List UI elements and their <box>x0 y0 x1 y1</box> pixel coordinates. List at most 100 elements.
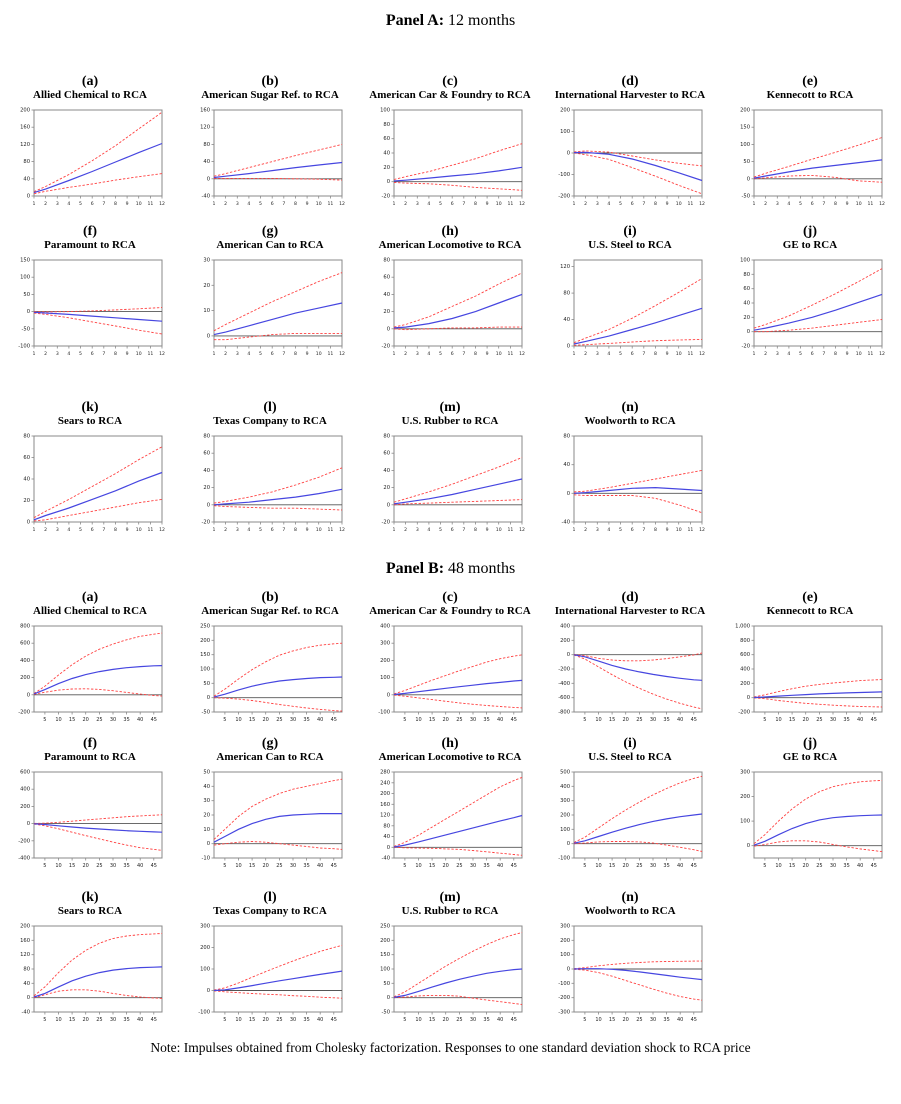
svg-text:10: 10 <box>316 201 322 207</box>
impulse-response-plot: -50 0 50 100 150 200 250 5 10 15 20 25 30 35 40 45 <box>380 924 523 1023</box>
svg-text:4: 4 <box>427 351 430 357</box>
chart-plot-wrap: 0 10 20 30 1 2 3 4 5 6 7 8 9 10 11 12 <box>192 255 348 358</box>
panel-a-sublabel: 12 months <box>444 12 516 29</box>
chart-plot-wrap: 0 20 40 60 80 1 2 3 4 5 6 7 8 9 10 11 12 <box>12 431 168 534</box>
svg-text:7: 7 <box>642 351 645 357</box>
svg-text:5: 5 <box>403 1017 406 1023</box>
svg-text:25: 25 <box>96 717 102 723</box>
impulse-response-plot: -200 0 200 400 600 800 1,000 5 10 15 20 25 30 35 40 45 <box>735 624 883 723</box>
svg-text:45: 45 <box>331 1017 337 1023</box>
svg-text:12: 12 <box>699 351 705 357</box>
chart-plot-wrap: -10 0 10 20 30 40 50 5 10 15 20 25 30 35 40 45 <box>192 767 348 870</box>
svg-text:400: 400 <box>20 787 30 793</box>
svg-text:1: 1 <box>33 527 36 533</box>
svg-text:30: 30 <box>110 1017 116 1023</box>
svg-text:60: 60 <box>23 455 30 461</box>
svg-text:-50: -50 <box>22 326 30 332</box>
svg-text:100: 100 <box>560 952 570 958</box>
chart-title: Sears to RCA <box>57 415 123 427</box>
chart-cell-b-e: (e) Kennecott to RCA -200 0 200 400 600 800 1,00… <box>720 590 900 724</box>
svg-text:10: 10 <box>235 863 241 869</box>
svg-text:160: 160 <box>20 125 30 131</box>
chart-plot-wrap: -200 -100 0 100 200 1 2 3 4 5 6 7 8 9 10 11 12 <box>552 105 708 208</box>
svg-text:45: 45 <box>151 863 157 869</box>
chart-cell-a-n: (n) Woolworth to RCA -40 0 40 80 1 2 3 4 5 6 7 8 9 10 11… <box>540 400 720 534</box>
svg-text:60: 60 <box>383 275 390 281</box>
chart-letter: (e) <box>802 74 818 89</box>
svg-text:-200: -200 <box>558 995 570 1001</box>
svg-text:30: 30 <box>830 863 836 869</box>
svg-text:15: 15 <box>789 863 795 869</box>
svg-text:2: 2 <box>44 351 47 357</box>
chart-plot-wrap: -20 0 20 40 60 80 100 1 2 3 4 5 6 7 8 9 10 11 12 <box>732 255 888 358</box>
svg-text:0: 0 <box>207 176 210 182</box>
chart-letter: (d) <box>621 590 639 605</box>
svg-text:10: 10 <box>55 863 61 869</box>
svg-text:12: 12 <box>699 201 705 207</box>
svg-text:40: 40 <box>497 717 503 723</box>
svg-text:-200: -200 <box>558 194 570 200</box>
chart-title: Allied Chemical to RCA <box>33 605 147 617</box>
svg-text:200: 200 <box>560 108 570 114</box>
svg-text:1: 1 <box>393 527 396 533</box>
chart-title: Texas Company to RCA <box>213 415 327 427</box>
svg-text:80: 80 <box>203 142 210 148</box>
svg-text:11: 11 <box>147 201 153 207</box>
chart-cell-b-f: (f) Paramount to RCA -400 -200 0 200 400 600 5 10… <box>0 736 180 870</box>
chart-letter: (h) <box>441 736 459 751</box>
chart-letter: (k) <box>81 890 99 905</box>
svg-text:7: 7 <box>822 201 825 207</box>
svg-text:35: 35 <box>843 863 849 869</box>
svg-text:-100: -100 <box>558 856 570 862</box>
svg-text:12: 12 <box>879 201 885 207</box>
svg-text:10: 10 <box>316 527 322 533</box>
svg-text:9: 9 <box>486 527 489 533</box>
svg-text:10: 10 <box>415 1017 421 1023</box>
svg-text:150: 150 <box>200 652 210 658</box>
svg-text:15: 15 <box>69 717 75 723</box>
svg-text:30: 30 <box>203 798 210 804</box>
svg-text:10: 10 <box>415 863 421 869</box>
svg-text:40: 40 <box>383 468 390 474</box>
svg-text:5: 5 <box>583 1017 586 1023</box>
chart-letter: (k) <box>81 400 99 415</box>
svg-text:35: 35 <box>663 863 669 869</box>
svg-text:3: 3 <box>56 201 59 207</box>
svg-text:60: 60 <box>743 286 750 292</box>
svg-text:30: 30 <box>650 717 656 723</box>
svg-text:30: 30 <box>830 717 836 723</box>
chart-cell-a-j: (j) GE to RCA -20 0 20 40 60 80 100 1 2 3 4 5 6 7 8 9 10 11… <box>720 224 900 358</box>
svg-text:80: 80 <box>23 434 30 440</box>
svg-text:40: 40 <box>677 863 683 869</box>
svg-text:7: 7 <box>282 351 285 357</box>
chart-cell-b-a: (a) Allied Chemical to RCA -200 0 200 400 600 8… <box>0 590 180 724</box>
chart-plot-wrap: -100 0 100 200 300 5 10 15 20 25 30 35 40 45 <box>192 921 348 1024</box>
svg-text:8: 8 <box>294 351 297 357</box>
svg-text:8: 8 <box>654 201 657 207</box>
svg-text:35: 35 <box>123 863 129 869</box>
svg-text:9: 9 <box>126 527 129 533</box>
svg-text:9: 9 <box>306 351 309 357</box>
svg-text:6: 6 <box>631 201 634 207</box>
svg-text:12: 12 <box>519 351 525 357</box>
svg-text:40: 40 <box>137 863 143 869</box>
svg-text:11: 11 <box>327 527 333 533</box>
svg-text:1: 1 <box>573 351 576 357</box>
chart-cell-b-m: (m) U.S. Rubber to RCA -50 0 50 100 150 200 250 5… <box>360 890 540 1024</box>
chart-cell-a-a: (a) Allied Chemical to RCA 0 40 80 120 160 200 1… <box>0 74 180 208</box>
svg-text:11: 11 <box>507 351 513 357</box>
svg-text:6: 6 <box>631 351 634 357</box>
chart-letter: (i) <box>623 736 637 751</box>
svg-text:-40: -40 <box>22 1010 30 1016</box>
chart-plot-wrap: -40 0 40 80 1 2 3 4 5 6 7 8 9 10 11 12 <box>552 431 708 534</box>
svg-text:25: 25 <box>636 717 642 723</box>
svg-text:0: 0 <box>567 967 570 973</box>
svg-text:100: 100 <box>740 258 750 264</box>
svg-text:15: 15 <box>69 863 75 869</box>
chart-plot-wrap: -50 0 50 100 150 200 1 2 3 4 5 6 7 8 9 10 11 12 <box>732 105 888 208</box>
chart-letter: (a) <box>81 74 99 89</box>
svg-text:15: 15 <box>609 1017 615 1023</box>
svg-text:150: 150 <box>740 125 750 131</box>
